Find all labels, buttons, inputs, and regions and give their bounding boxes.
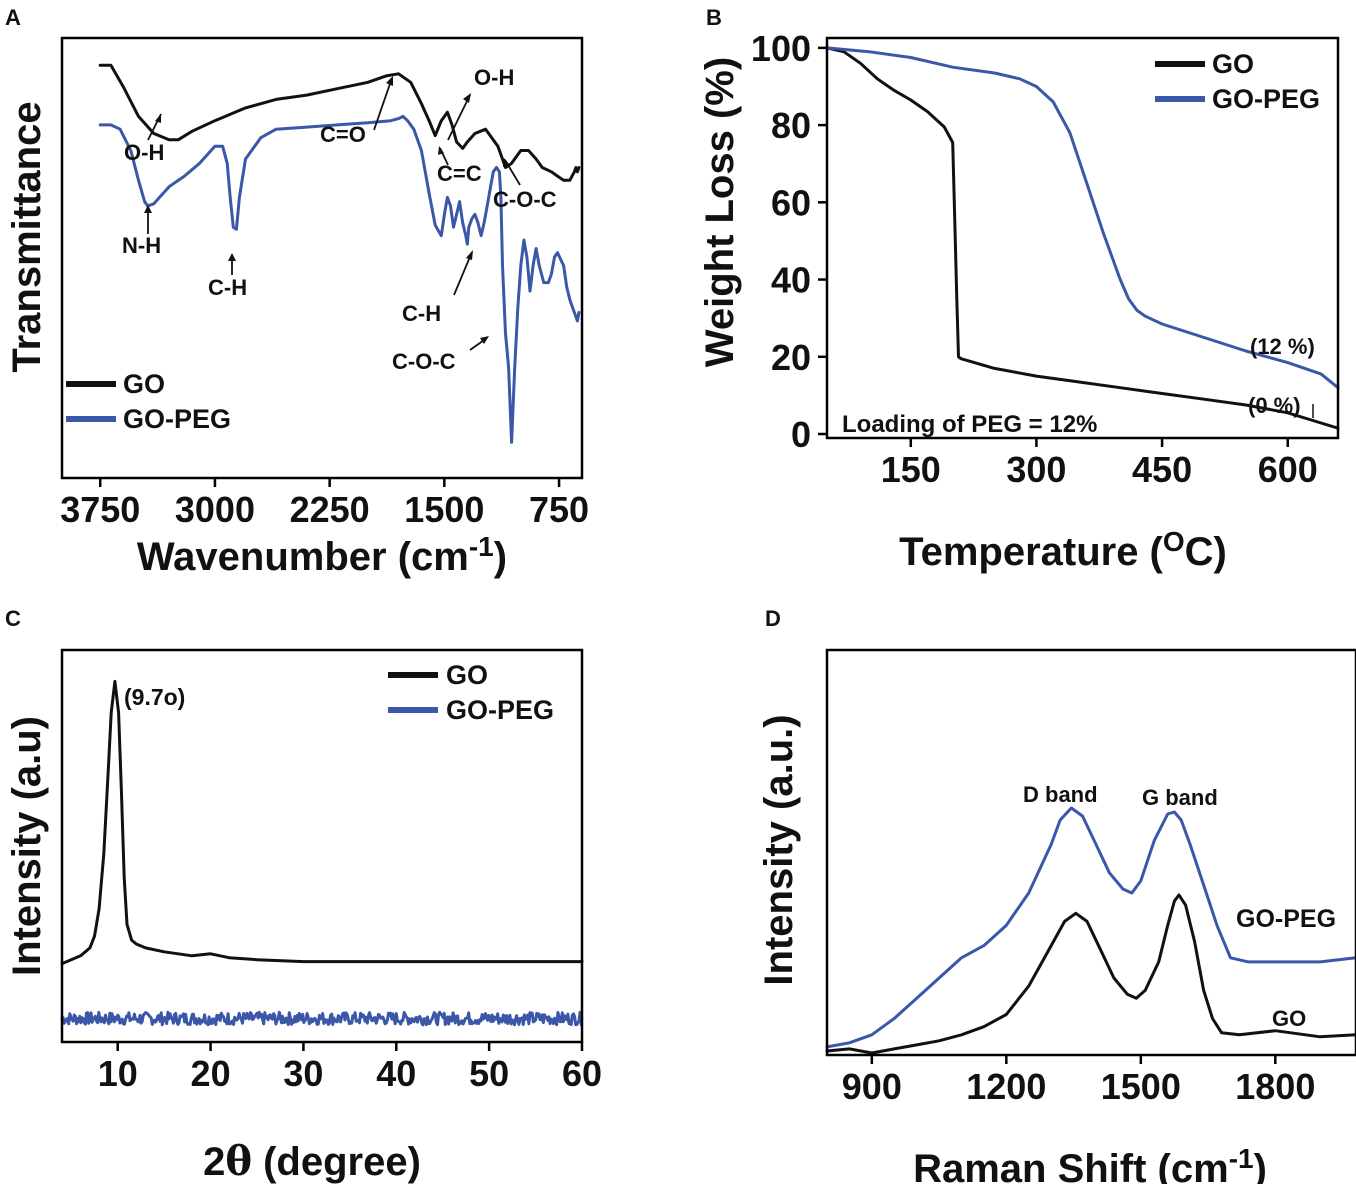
x-tick-label: 1500 [1101, 1066, 1181, 1107]
y-tick-label: 60 [771, 182, 811, 223]
series-line-go-peg [825, 46, 1340, 390]
x-axis-title: Wavenumber (cm-1) [137, 531, 507, 579]
x-tick-label: 1200 [966, 1066, 1046, 1107]
arrowhead [386, 76, 393, 86]
annotation-arrows [147, 77, 521, 351]
annotation-loading: Loading of PEG = 12% [842, 411, 1097, 438]
annotation-oh-2: O-H [474, 65, 514, 90]
plot-frame [60, 648, 584, 1044]
annotation-ch-2: C-H [402, 301, 441, 326]
panel-d: D 900 1200 1500 1800 Intensity (a.u.) Raman… [757, 606, 1356, 1184]
annotation-coc-2: C-O-C [392, 349, 456, 374]
series-line-go [825, 46, 1340, 430]
y-tick-label: 100 [751, 28, 811, 69]
y-tick-label: 80 [771, 105, 811, 146]
panel-label: C [5, 606, 21, 631]
legend-label-go-peg: GO-PEG [123, 404, 231, 434]
series-line-go [98, 63, 581, 182]
arrow-oh-2 [447, 94, 471, 141]
x-tick-label: 1500 [404, 489, 484, 530]
series-line-go-peg [98, 114, 581, 444]
arrowhead [463, 93, 471, 103]
x-tick-label: 30 [283, 1053, 323, 1094]
annotation-ch-1: C-H [208, 275, 247, 300]
legend-label-go: GO [1212, 49, 1254, 79]
annotation-peak: (9.7o) [124, 684, 185, 710]
x-tick-label: 450 [1132, 449, 1192, 490]
arrowhead [503, 158, 509, 167]
annotation-nh: N-H [122, 233, 161, 258]
arrowhead [144, 205, 152, 213]
y-axis-title: Intensity (a.u) [5, 716, 49, 976]
annotation-co: C=O [320, 122, 366, 147]
annotation-0-percent: (0 %) [1248, 393, 1301, 418]
arrow-ch-2 [453, 251, 473, 296]
arrowhead [155, 114, 161, 123]
arrowhead [438, 146, 444, 155]
x-tick-label: 150 [881, 449, 941, 490]
x-axis-title: Raman Shift (cm-1) [913, 1143, 1267, 1184]
annotation-arrowheads [144, 76, 509, 344]
plot-frame [825, 648, 1356, 1057]
y-axis-title: Transmittance [5, 101, 49, 372]
arrowhead [228, 253, 236, 261]
arrowhead [466, 250, 473, 260]
series-line-go [60, 679, 584, 966]
annotation-g-band: G band [1142, 785, 1218, 810]
panel-label: B [706, 5, 722, 30]
x-tick-label: 20 [191, 1053, 231, 1094]
x-tick-label: 1800 [1235, 1066, 1315, 1107]
x-axis-title: 2θ (degree) [203, 1138, 421, 1184]
y-tick-label: 20 [771, 337, 811, 378]
annotation-go: GO [1272, 1006, 1306, 1031]
x-tick-label: 3750 [60, 489, 140, 530]
x-tick-label: 2250 [290, 489, 370, 530]
x-tick-label: 600 [1258, 449, 1318, 490]
series-line-go-peg [825, 806, 1356, 1049]
panel-b: B 150 300 450 600 0 20 40 60 80 100 Weight Loss (… [698, 5, 1340, 574]
annotation-go-peg: GO-PEG [1236, 905, 1336, 933]
panel-a: A 3750 3000 2250 1500 750 Transmittance Wave… [5, 5, 589, 579]
legend-label-go-peg: GO-PEG [1212, 84, 1320, 114]
panel-c: C 10 20 30 40 50 60 Intensity (a.u) 2θ (degre… [5, 606, 602, 1184]
plot-frame [60, 36, 584, 480]
x-tick-label: 750 [529, 489, 589, 530]
x-tick-label: 900 [842, 1066, 902, 1107]
annotation-oh-1: O-H [124, 140, 164, 165]
panel-label: A [5, 5, 21, 30]
y-axis-title: Weight Loss (%) [698, 57, 742, 367]
series-line-go-peg [60, 1010, 583, 1027]
y-tick-label: 0 [791, 414, 811, 455]
x-tick-label: 60 [562, 1053, 602, 1094]
plot-frame [825, 36, 1340, 440]
annotation-d-band: D band [1023, 782, 1098, 807]
arrowhead [480, 336, 489, 344]
annotation-cc: C=C [437, 161, 482, 186]
legend-label-go: GO [446, 660, 488, 690]
x-tick-label: 300 [1006, 449, 1066, 490]
x-tick-label: 50 [469, 1053, 509, 1094]
annotation-12-percent: (12 %) [1250, 334, 1315, 359]
x-axis-title: Temperature (OC) [899, 526, 1227, 574]
x-tick-label: 40 [376, 1053, 416, 1094]
y-axis-title: Intensity (a.u.) [757, 714, 801, 985]
panel-label: D [765, 606, 781, 631]
annotation-coc-1: C-O-C [493, 187, 557, 212]
y-tick-label: 40 [771, 260, 811, 301]
x-tick-label: 10 [98, 1053, 138, 1094]
arrow-co [373, 77, 393, 131]
legend-label-go-peg: GO-PEG [446, 695, 554, 725]
x-tick-label: 3000 [175, 489, 255, 530]
legend-label-go: GO [123, 369, 165, 399]
series-line-go [825, 893, 1356, 1055]
